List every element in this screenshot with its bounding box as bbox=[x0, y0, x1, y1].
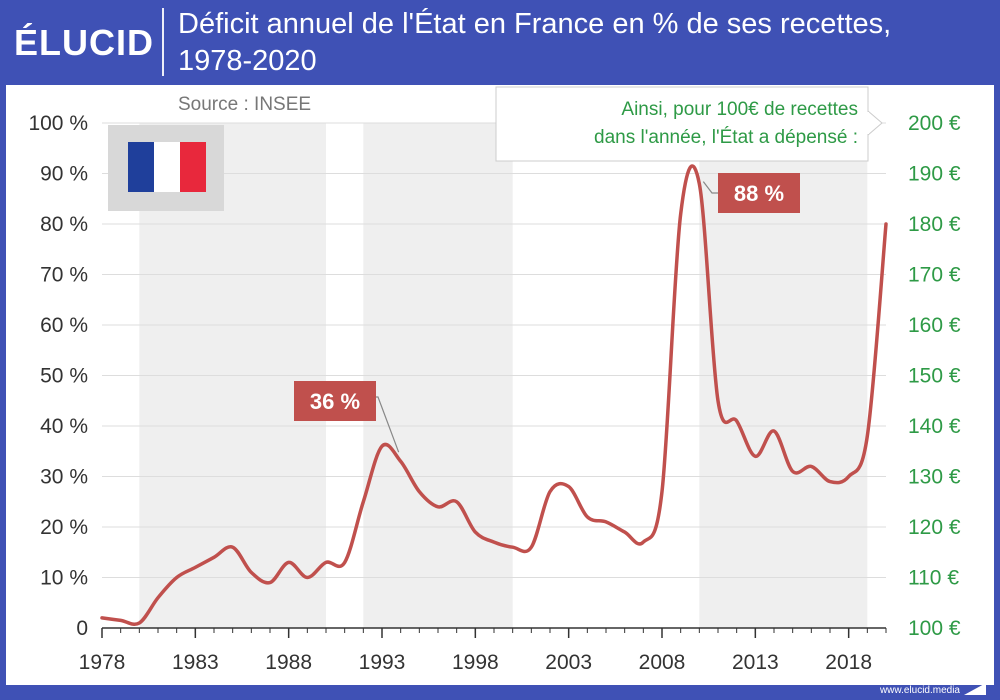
y-tick-label-right: 200 € bbox=[908, 112, 961, 135]
y-tick-label-right: 100 € bbox=[908, 617, 961, 640]
y-tick-label-right: 110 € bbox=[908, 567, 959, 590]
y-tick-label-left: 40 % bbox=[40, 415, 88, 438]
callout-pointer bbox=[867, 109, 883, 137]
x-tick-label: 2013 bbox=[732, 651, 779, 674]
footer-url: www.elucid.media bbox=[879, 685, 960, 696]
annotation-label-1994: 36 % bbox=[310, 389, 360, 414]
y-tick-label-right: 150 € bbox=[908, 365, 961, 388]
france-flag-icon-white-band bbox=[154, 142, 180, 192]
y-tick-label-left: 30 % bbox=[40, 466, 88, 489]
y-tick-label-left: 70 % bbox=[40, 264, 88, 287]
x-tick-label: 2008 bbox=[639, 651, 686, 674]
france-flag-icon-red-band bbox=[180, 142, 206, 192]
x-tick-label: 1993 bbox=[359, 651, 406, 674]
callout-line: Ainsi, pour 100€ de recettes bbox=[621, 99, 858, 120]
y-tick-label-left: 80 % bbox=[40, 213, 88, 236]
y-tick-label-left: 100 % bbox=[28, 112, 88, 135]
y-tick-label-left: 90 % bbox=[40, 163, 88, 186]
source-note: Source : INSEE bbox=[178, 94, 311, 115]
y-tick-label-left: 0 bbox=[76, 617, 88, 640]
annotation-label-2010: 88 % bbox=[734, 181, 784, 206]
x-tick-label: 1998 bbox=[452, 651, 499, 674]
y-tick-label-left: 20 % bbox=[40, 516, 88, 539]
y-tick-label-left: 10 % bbox=[40, 567, 88, 590]
elucid-logo: ÉLUCID bbox=[14, 22, 154, 63]
annotation-box-1994 bbox=[294, 381, 376, 421]
annotation-box-2010 bbox=[718, 173, 800, 213]
y-tick-label-left: 60 % bbox=[40, 314, 88, 337]
elucid-mark-icon bbox=[964, 683, 986, 695]
y-tick-label-right: 120 € bbox=[908, 516, 961, 539]
header: ÉLUCID Déficit annuel de l'État en Franc… bbox=[0, 0, 1000, 84]
y-tick-label-right: 160 € bbox=[908, 314, 961, 337]
y-tick-label-right: 130 € bbox=[908, 466, 961, 489]
y-tick-label-left: 50 % bbox=[40, 365, 88, 388]
y-tick-label-right: 140 € bbox=[908, 415, 961, 438]
france-flag-icon bbox=[128, 142, 154, 192]
y-tick-label-right: 190 € bbox=[908, 163, 961, 186]
chart-title: Déficit annuel de l'État en France en % … bbox=[178, 8, 892, 77]
chart-svg: 0 100 € 10 % 110 € 20 % 120 € 30 % 130 € 40 % 140… bbox=[28, 86, 961, 674]
x-tick-label: 2018 bbox=[825, 651, 872, 674]
x-tick-label: 1988 bbox=[265, 651, 312, 674]
y-tick-label-right: 170 € bbox=[908, 264, 961, 287]
series-line-deficit bbox=[100, 164, 888, 627]
x-tick-label: 2003 bbox=[545, 651, 592, 674]
callout-line: dans l'année, l'État a dépensé : bbox=[594, 127, 858, 148]
annotation-leader-line bbox=[702, 181, 720, 194]
y-tick-label-right: 180 € bbox=[908, 213, 961, 236]
header-divider bbox=[162, 8, 164, 76]
callout-box bbox=[495, 86, 869, 162]
x-tick-label: 1978 bbox=[79, 651, 126, 674]
chart-panel: 0 100 € 10 % 110 € 20 % 120 € 30 % 130 € 40 % 140… bbox=[6, 85, 994, 685]
x-tick-label: 1983 bbox=[172, 651, 219, 674]
